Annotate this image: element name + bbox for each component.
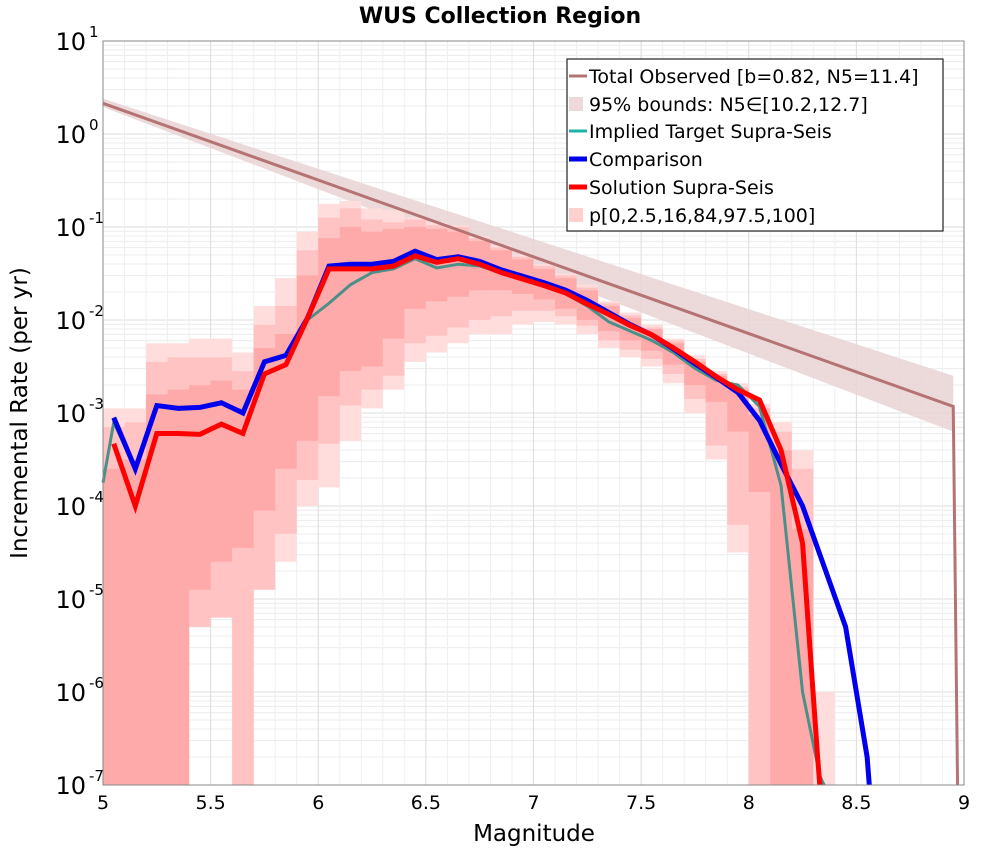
chart-title: WUS Collection Region	[359, 4, 641, 29]
y-tick-label: 10	[55, 28, 86, 56]
x-tick-label: 7	[527, 792, 539, 814]
plot-border	[102, 40, 965, 786]
x-tick-label: 7.5	[626, 792, 656, 814]
legend-box	[566, 58, 944, 232]
y-tick-exponent: 0	[89, 116, 99, 134]
x-tick-label: 8.5	[841, 792, 871, 814]
legend: Total Observed [b=0.82, N5=11.4] 95% boun…	[566, 58, 944, 232]
y-tick-label: 10	[55, 400, 86, 428]
total-observed-line	[102, 101, 960, 786]
y-tick-label: 10	[55, 772, 86, 800]
legend-swatch-band	[569, 97, 583, 111]
y-tick-label: 10	[55, 121, 86, 149]
y-tick-label: 10	[55, 679, 86, 707]
x-tick-label: 9	[958, 792, 970, 814]
legend-label: p[0,2.5,16,84,97.5,100]	[589, 205, 815, 227]
y-tick-exponent: 1	[89, 23, 99, 41]
y-tick-label: 10	[55, 586, 86, 614]
x-tick-label: 6	[312, 792, 324, 814]
comparison-line	[111, 248, 872, 786]
y-tick-exponent: -1	[89, 209, 104, 227]
legend-label: Comparison	[589, 149, 703, 171]
x-tick-label: 5.5	[196, 792, 226, 814]
y-tick-exponent: -7	[89, 767, 104, 785]
y-tick-label: 10	[55, 214, 86, 242]
solution-line	[111, 253, 823, 786]
y-tick-label: 10	[55, 493, 86, 521]
legend-label: 95% bounds: N5∈[10.2,12.7]	[589, 94, 868, 116]
legend-label: Total Observed [b=0.82, N5=11.4]	[588, 66, 919, 88]
legend-label: Solution Supra-Seis	[589, 177, 774, 199]
y-tick-exponent: -3	[89, 395, 104, 413]
y-tick-exponent: -5	[89, 581, 104, 599]
y-tick-exponent: -2	[89, 302, 104, 320]
tick-labels: 5 5.5 6 6.5 7 7.5 8 8.5 910-710-610-510-410 -310-…	[55, 23, 970, 814]
legend-label: Implied Target Supra-Seis	[589, 121, 832, 143]
series-lines	[101, 101, 960, 786]
y-tick-exponent: -6	[89, 674, 104, 692]
y-axis-label: Incremental Rate (per yr)	[7, 267, 33, 559]
x-tick-label: 5	[97, 792, 109, 814]
plot-frame	[102, 40, 965, 786]
legend-swatch-band	[569, 208, 583, 222]
x-tick-label: 8	[743, 792, 755, 814]
x-axis-label: Magnitude	[473, 821, 595, 847]
y-tick-exponent: -4	[89, 488, 104, 506]
y-tick-label: 10	[55, 307, 86, 335]
x-tick-label: 6.5	[411, 792, 441, 814]
